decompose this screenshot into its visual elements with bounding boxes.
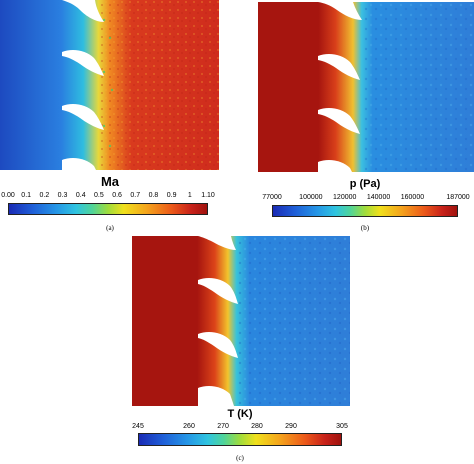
colorbar-c-title: T (K): [227, 408, 253, 420]
panel-c-contour-plot: [132, 236, 350, 406]
caption-b: (b): [360, 224, 370, 232]
colorbar-a-tick: 0.3: [57, 192, 68, 199]
colorbar-c-tick: 245: [132, 423, 144, 430]
colorbar-a-title: Ma: [100, 174, 120, 189]
blade-profiles: [198, 236, 238, 406]
colorbar-b-tick: 100000: [299, 194, 323, 201]
colorbar-c-ticks: 245 260 270 280 290 305: [132, 423, 348, 433]
colorbar-c-tick: 270: [217, 423, 229, 430]
colorbar-a-tick: 0.6: [112, 192, 122, 199]
colorbar-c-tick: 305: [336, 423, 348, 430]
panel-b-contour-plot: [258, 2, 474, 172]
pressure-field: [258, 2, 474, 172]
colorbar-b-tick: 120000: [333, 194, 357, 201]
colorbar-a-tick: 1.10: [201, 192, 215, 199]
panel-a: Ma 0.00 0.1 0.2 0.3 0.4 0.5 0.6 0.7 0.8 …: [0, 0, 220, 240]
panel-a-contour-plot: [0, 0, 219, 170]
colorbar-a-tick: 0.4: [75, 192, 86, 199]
colorbar-a-tick: 0.9: [166, 192, 177, 199]
panel-c: T (K) 245 260 270 280 290 305 (c): [130, 236, 350, 464]
blade-profiles: [62, 0, 104, 170]
colorbar-a-tick: 0.1: [21, 192, 32, 199]
panel-b: p (Pa) 77000 100000 120000 140000 160000…: [256, 0, 474, 240]
colorbar-c-tick: 280: [251, 423, 263, 430]
colorbar-a: [8, 203, 208, 215]
colorbar-a-tick: 0.8: [148, 192, 159, 199]
colorbar-b: [272, 205, 458, 217]
colorbar-a-tick: 0.00: [1, 192, 15, 199]
caption-c: (c): [236, 454, 244, 462]
temperature-field: [132, 236, 350, 406]
caption-a: (a): [106, 224, 114, 232]
mach-field: [0, 0, 219, 170]
colorbar-c-tick: 260: [183, 423, 195, 430]
blade-profiles: [318, 2, 362, 172]
colorbar-a-ticks: 0.00 0.1 0.2 0.3 0.4 0.5 0.6 0.7 0.8 0.9…: [1, 192, 215, 202]
colorbar-a-tick: 0.7: [130, 192, 141, 199]
colorbar-a-tick: 1: [187, 192, 192, 199]
colorbar-a-tick: 0.2: [39, 192, 50, 199]
colorbar-b-tick: 77000: [262, 194, 282, 201]
colorbar-b-tick: 140000: [366, 194, 391, 201]
colorbar-c-tick: 290: [285, 423, 297, 430]
colorbar-b-ticks: 77000 100000 120000 140000 160000 187000: [262, 194, 469, 204]
colorbar-a-tick: 0.5: [94, 192, 104, 199]
colorbar-b-title: p (Pa): [349, 178, 381, 190]
colorbar-b-tick: 160000: [400, 194, 425, 201]
colorbar-c: [138, 433, 342, 446]
colorbar-b-tick: 187000: [446, 194, 470, 201]
